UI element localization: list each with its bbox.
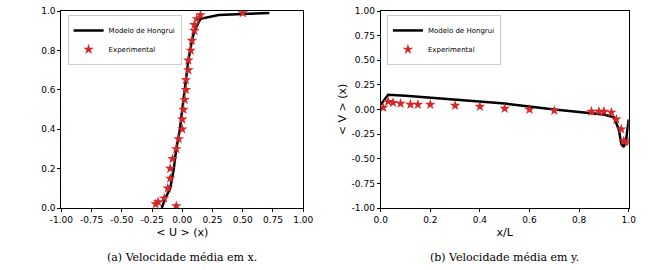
svg-text:0.2: 0.2 — [423, 215, 437, 225]
svg-text:0.0: 0.0 — [41, 203, 56, 213]
svg-text:0.8: 0.8 — [41, 46, 56, 56]
svg-text:0.6: 0.6 — [41, 85, 56, 95]
svg-text:0.00: 0.00 — [172, 215, 192, 225]
svg-text:0.75: 0.75 — [263, 215, 283, 225]
svg-text:0.2: 0.2 — [41, 164, 55, 174]
svg-text:0.25: 0.25 — [355, 80, 375, 90]
svg-text:0.6: 0.6 — [522, 215, 537, 225]
svg-text:0.50: 0.50 — [233, 215, 253, 225]
svg-text:-0.75: -0.75 — [80, 215, 103, 225]
svg-text:Experimental: Experimental — [109, 46, 156, 54]
svg-text:0.00: 0.00 — [355, 105, 375, 115]
svg-text:x/L: x/L — [497, 226, 514, 239]
svg-text:< U > (x): < U > (x) — [156, 226, 208, 239]
svg-text:-0.25: -0.25 — [352, 129, 375, 139]
svg-text:0.75: 0.75 — [355, 31, 375, 41]
svg-text:0.4: 0.4 — [473, 215, 488, 225]
svg-text:1.0: 1.0 — [41, 6, 56, 16]
svg-text:Modelo de Hongrui: Modelo de Hongrui — [428, 27, 494, 35]
svg-text:(b) Velocidade média em y.: (b) Velocidade média em y. — [430, 251, 579, 264]
svg-text:-0.75: -0.75 — [352, 179, 375, 189]
svg-text:-0.50: -0.50 — [352, 154, 376, 164]
svg-text:1.0: 1.0 — [622, 215, 637, 225]
svg-text:Experimental: Experimental — [428, 46, 475, 54]
svg-text:1.00: 1.00 — [355, 6, 375, 16]
svg-text:0.50: 0.50 — [355, 55, 375, 65]
svg-text:-1.00: -1.00 — [50, 215, 74, 225]
svg-text:0.25: 0.25 — [203, 215, 223, 225]
svg-text:< V > (x): < V > (x) — [336, 84, 349, 136]
svg-text:Modelo de Hongrui: Modelo de Hongrui — [109, 27, 175, 35]
svg-text:-1.00: -1.00 — [352, 203, 376, 213]
svg-text:-0.50: -0.50 — [110, 215, 134, 225]
svg-text:1.00: 1.00 — [293, 215, 313, 225]
svg-text:-0.25: -0.25 — [140, 215, 163, 225]
svg-text:(a) Velocidade média em x.: (a) Velocidade média em x. — [107, 251, 257, 264]
svg-text:0.0: 0.0 — [374, 215, 389, 225]
svg-text:0.4: 0.4 — [41, 124, 56, 134]
svg-text:0.8: 0.8 — [572, 215, 587, 225]
